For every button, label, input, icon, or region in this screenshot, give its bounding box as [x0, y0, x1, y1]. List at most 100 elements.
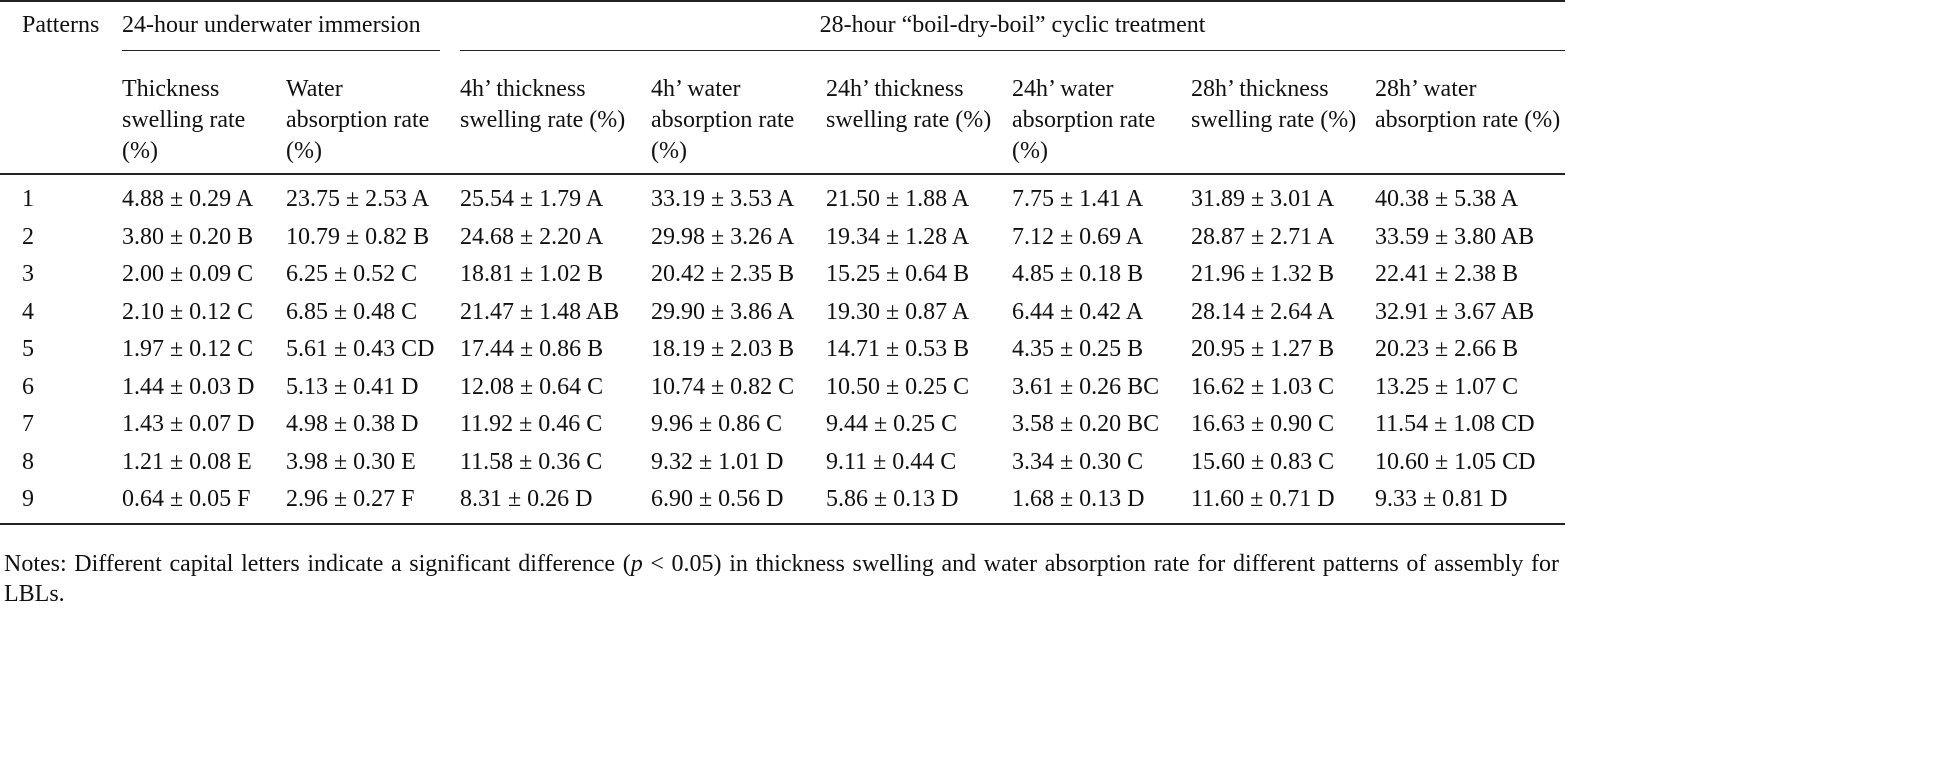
data-row: 8 1.21 ± 0.08 E 3.98 ± 0.30 E 11.58 ± 0.36 … [0, 444, 1565, 482]
value-cell: 9.96 ± 0.86 C [651, 411, 783, 437]
value-cell: 16.62 ± 1.03 C [1191, 373, 1335, 400]
value-cell: 4.35 ± 0.25 B [1012, 336, 1144, 362]
value-cell: 11.60 ± 0.71 D [1191, 486, 1335, 512]
value-cell: 1.68 ± 0.13 D [1012, 486, 1145, 512]
value-cell: 3.80 ± 0.20 B [122, 223, 254, 250]
value-cell: 3.61 ± 0.26 BC [1012, 373, 1160, 400]
value-cell: 2.00 ± 0.09 C [122, 261, 254, 287]
value-cell: 2.10 ± 0.12 C [122, 298, 254, 325]
value-cell: 5.13 ± 0.41 D [286, 373, 419, 400]
value-cell: 8.31 ± 0.26 D [460, 486, 593, 512]
value-cell: 2.96 ± 0.27 F [286, 486, 415, 512]
value-cell: 29.98 ± 3.26 A [651, 223, 795, 250]
value-cell: 25.54 ± 1.79 A [460, 186, 604, 212]
value-cell: 18.19 ± 2.03 B [651, 336, 795, 362]
value-cell: 15.60 ± 0.83 C [1191, 448, 1335, 475]
value-cell: 32.91 ± 3.67 AB [1375, 298, 1535, 325]
data-row: 1 4.88 ± 0.29 A 23.75 ± 2.53 A 25.54 ± 1.79… [0, 174, 1565, 219]
value-cell: 6.25 ± 0.52 C [286, 261, 418, 287]
data-row: 6 1.44 ± 0.03 D 5.13 ± 0.41 D 12.08 ± 0.64 … [0, 369, 1565, 407]
value-cell: 20.95 ± 1.27 B [1191, 336, 1335, 362]
value-cell: 4.85 ± 0.18 B [1012, 261, 1144, 287]
value-cell: 21.50 ± 1.88 A [826, 186, 970, 212]
column-header: 4h’ thickness swelling rate (%) [460, 58, 651, 175]
value-cell: 9.44 ± 0.25 C [826, 411, 958, 437]
value-cell: 33.59 ± 3.80 AB [1375, 223, 1535, 250]
pattern-cell: 3 [22, 261, 34, 287]
value-cell: 9.32 ± 1.01 D [651, 448, 784, 475]
value-cell: 13.25 ± 1.07 C [1375, 373, 1519, 400]
value-cell: 7.75 ± 1.41 A [1012, 186, 1144, 212]
pattern-cell: 1 [22, 186, 34, 212]
column-header: 24h’ water absorption rate (%) [1012, 58, 1191, 175]
column-header: 24h’ thickness swelling rate (%) [826, 58, 1012, 175]
pattern-cell: 4 [22, 298, 34, 325]
results-table: Patterns 24-hour underwater immersion 28… [0, 0, 1566, 525]
data-row: 2 3.80 ± 0.20 B 10.79 ± 0.82 B 24.68 ± 2.20… [0, 219, 1565, 257]
value-cell: 21.47 ± 1.48 AB [460, 298, 620, 325]
value-cell: 15.25 ± 0.64 B [826, 261, 970, 287]
column-header: Water absorption rate (%) [286, 58, 460, 175]
header-cell: Patterns [22, 12, 100, 38]
value-cell: 12.08 ± 0.64 C [460, 373, 604, 400]
value-cell: 33.19 ± 3.53 A [651, 186, 795, 212]
value-cell: 16.63 ± 0.90 C [1191, 411, 1335, 437]
value-cell: 23.75 ± 2.53 A [286, 186, 430, 212]
value-cell: 9.33 ± 0.81 D [1375, 486, 1508, 512]
pattern-cell: 8 [22, 448, 34, 475]
data-row: 7 1.43 ± 0.07 D 4.98 ± 0.38 D 11.92 ± 0.46 … [0, 406, 1565, 444]
value-cell: 5.86 ± 0.13 D [826, 486, 959, 512]
value-cell: 40.38 ± 5.38 A [1375, 186, 1519, 212]
value-cell: 1.21 ± 0.08 E [122, 448, 252, 475]
group-header: 28-hour “boil-dry-boil” cyclic treatment [460, 10, 1566, 51]
value-cell: 4.98 ± 0.38 D [286, 411, 419, 437]
value-cell: 20.23 ± 2.66 B [1375, 336, 1519, 362]
value-cell: 5.61 ± 0.43 CD [286, 336, 435, 362]
pattern-cell: 9 [22, 486, 34, 512]
column-header-row: Thickness swelling rate (%) Water absorpt… [0, 58, 1566, 175]
column-header: Thickness swelling rate (%) [122, 58, 286, 175]
notes-text: < 0.05) in thickness swelling and water … [4, 551, 1559, 607]
data-row: 4 2.10 ± 0.12 C 6.85 ± 0.48 C 21.47 ± 1.48 … [0, 294, 1565, 332]
value-cell: 17.44 ± 0.86 B [460, 336, 604, 362]
value-cell: 3.98 ± 0.30 E [286, 448, 416, 475]
group-header-row: Patterns 24-hour underwater immersion 28… [0, 1, 1566, 58]
value-cell: 31.89 ± 3.01 A [1191, 186, 1335, 212]
notes-text: Notes: Different capital letters indicat… [4, 551, 631, 577]
column-header: 28h’ thickness swelling rate (%) [1191, 58, 1375, 175]
value-cell: 1.97 ± 0.12 C [122, 336, 254, 362]
value-cell: 19.30 ± 0.87 A [826, 298, 970, 325]
value-cell: 1.44 ± 0.03 D [122, 373, 255, 400]
pattern-cell: 5 [22, 336, 34, 362]
value-cell: 1.43 ± 0.07 D [122, 411, 255, 437]
value-cell: 10.60 ± 1.05 CD [1375, 448, 1536, 475]
value-cell: 11.92 ± 0.46 C [460, 411, 603, 437]
group-header: 24-hour underwater immersion [122, 10, 440, 51]
value-cell: 14.71 ± 0.53 B [826, 336, 970, 362]
value-cell: 6.85 ± 0.48 C [286, 298, 418, 325]
value-cell: 11.54 ± 1.08 CD [1375, 411, 1535, 437]
value-cell: 11.58 ± 0.36 C [460, 448, 603, 475]
value-cell: 6.44 ± 0.42 A [1012, 298, 1144, 325]
value-cell: 6.90 ± 0.56 D [651, 486, 784, 512]
data-row: 3 2.00 ± 0.09 C 6.25 ± 0.52 C 18.81 ± 1.02 … [0, 256, 1565, 294]
value-cell: 29.90 ± 3.86 A [651, 298, 795, 325]
value-cell: 10.74 ± 0.82 C [651, 373, 795, 400]
pattern-cell: 7 [22, 411, 34, 437]
value-cell: 18.81 ± 1.02 B [460, 261, 604, 287]
value-cell: 10.50 ± 0.25 C [826, 373, 970, 400]
notes-text: p [630, 551, 643, 577]
value-cell: 3.58 ± 0.20 BC [1012, 411, 1160, 437]
value-cell: 10.79 ± 0.82 B [286, 223, 430, 250]
value-cell: 7.12 ± 0.69 A [1012, 223, 1144, 250]
value-cell: 20.42 ± 2.35 B [651, 261, 795, 287]
value-cell: 0.64 ± 0.05 F [122, 486, 251, 512]
column-header: 28h’ water absorption rate (%) [1375, 58, 1566, 175]
pattern-cell: 6 [22, 373, 34, 400]
value-cell: 28.14 ± 2.64 A [1191, 298, 1335, 325]
value-cell: 3.34 ± 0.30 C [1012, 448, 1144, 475]
value-cell: 9.11 ± 0.44 C [826, 448, 957, 475]
value-cell: 24.68 ± 2.20 A [460, 223, 604, 250]
value-cell: 21.96 ± 1.32 B [1191, 261, 1335, 287]
pattern-cell: 2 [22, 223, 34, 250]
